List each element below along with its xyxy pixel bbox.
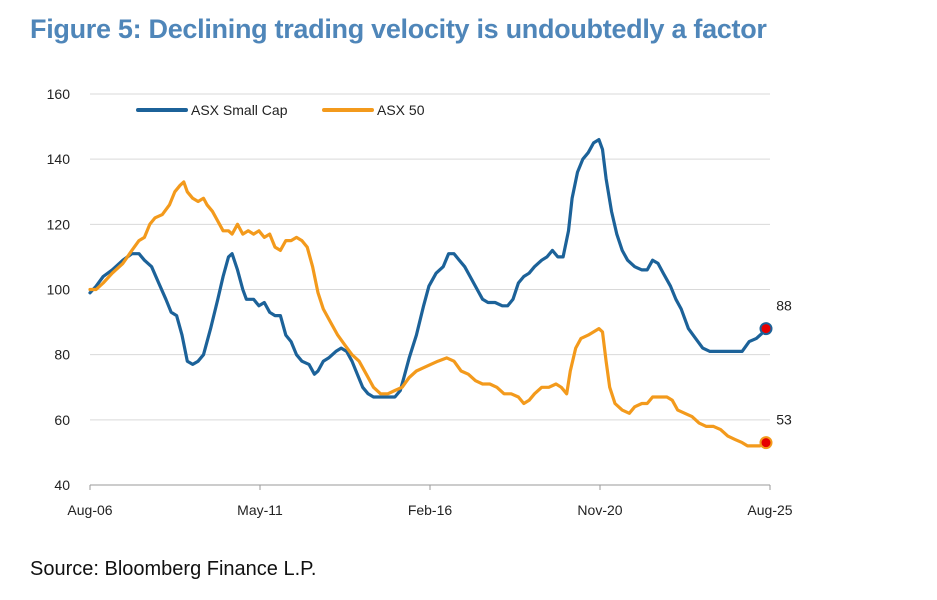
legend-label: ASX 50 bbox=[377, 102, 425, 118]
end-marker bbox=[759, 436, 773, 450]
y-tick-label: 40 bbox=[54, 477, 70, 493]
series-line-asx-50 bbox=[88, 180, 772, 448]
x-tick-label: Aug-25 bbox=[747, 502, 792, 518]
y-tick-label: 160 bbox=[47, 86, 71, 102]
y-axis: 40 60 80 100 120 140 160 bbox=[47, 86, 71, 493]
x-tick-label: Nov-20 bbox=[577, 502, 622, 518]
y-tick-label: 140 bbox=[47, 151, 71, 167]
x-axis: Aug-06 May-11 Feb-16 Nov-20 Aug-25 bbox=[67, 484, 793, 518]
series-lines bbox=[88, 138, 772, 448]
end-marker bbox=[759, 322, 773, 336]
x-tick-label: May-11 bbox=[237, 502, 283, 518]
source-note: Source: Bloomberg Finance L.P. bbox=[30, 558, 317, 580]
end-value-label: 88 bbox=[776, 298, 792, 314]
series-line-asx-small-cap bbox=[88, 138, 772, 399]
legend: ASX Small Cap ASX 50 bbox=[136, 102, 425, 118]
chart-title: Figure 5: Declining trading velocity is … bbox=[30, 14, 767, 44]
x-tick-label: Aug-06 bbox=[67, 502, 112, 518]
legend-label: ASX Small Cap bbox=[191, 102, 288, 118]
end-markers: 88 53 bbox=[759, 298, 792, 450]
gridlines bbox=[90, 93, 770, 486]
y-tick-label: 80 bbox=[54, 347, 70, 363]
y-tick-label: 120 bbox=[47, 216, 71, 232]
y-tick-label: 60 bbox=[54, 412, 70, 428]
end-value-label: 53 bbox=[776, 412, 792, 428]
x-tick-label: Feb-16 bbox=[408, 502, 453, 518]
y-tick-label: 100 bbox=[47, 282, 71, 298]
